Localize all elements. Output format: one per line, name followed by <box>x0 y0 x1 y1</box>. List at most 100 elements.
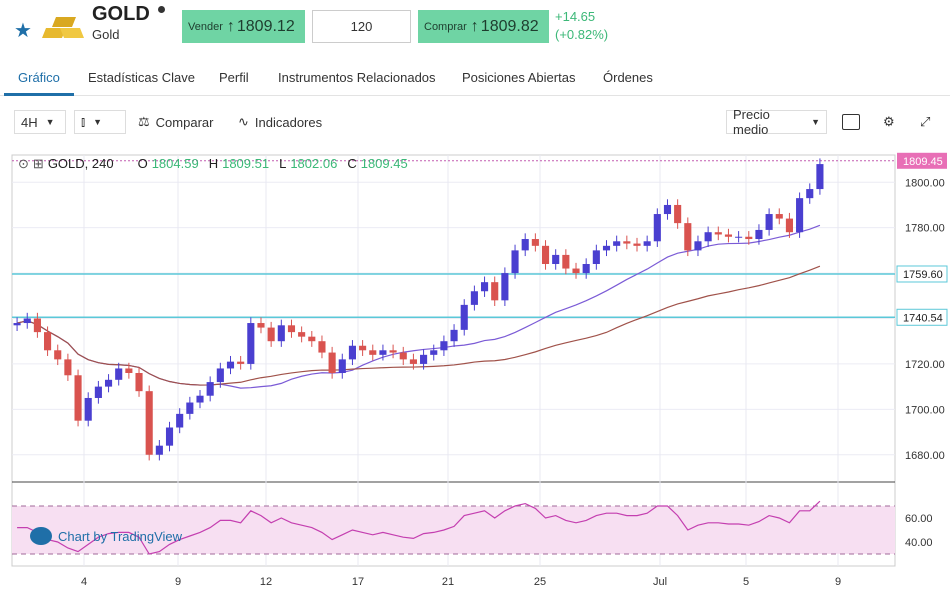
price-type-select[interactable]: Precio medio ▼ <box>726 107 827 137</box>
candle-body <box>613 241 621 246</box>
candle-body <box>765 214 773 230</box>
candle-body <box>592 250 600 264</box>
candle-body <box>663 204 672 215</box>
change-percent: (+0.82%) <box>555 27 609 42</box>
price-chart[interactable]: 1800.001780.001760.001740.001720.001700.… <box>0 145 950 594</box>
chart-type-select[interactable]: ⫾ ▼ <box>74 110 126 134</box>
tab-grafico[interactable]: Gráfico <box>18 70 60 85</box>
x-tick-label: 21 <box>442 576 454 588</box>
moving-averages <box>16 224 821 389</box>
price-level-tag <box>896 265 948 283</box>
change-value: +14.65 <box>555 9 596 24</box>
candle-body <box>155 445 163 455</box>
sell-button[interactable]: Vender ↑ 1809.12 <box>182 10 305 43</box>
candle-body <box>409 359 417 364</box>
sell-price: 1809.12 <box>236 17 295 35</box>
y-tick-label: 1800.00 <box>905 177 945 189</box>
legend-l-label: L <box>279 156 287 171</box>
watermark-text: Chart by TradingView <box>58 528 183 544</box>
x-tick-label: 9 <box>175 576 181 588</box>
tradingview-watermark[interactable]: Chart by TradingView <box>30 527 182 545</box>
candle-body <box>216 368 224 383</box>
candle-body <box>511 250 519 274</box>
candle-body <box>298 332 306 337</box>
header: ★ GOLD Gold Vender ↑ 1809.12 120 Comprar… <box>0 0 950 58</box>
screenshot-button[interactable] <box>842 110 860 134</box>
candle-body <box>176 413 184 428</box>
x-tick-label: 12 <box>260 576 272 588</box>
candle-body <box>450 329 458 342</box>
candle-body <box>541 245 550 264</box>
legend-c-label: C <box>347 156 357 171</box>
candle-body <box>440 341 448 351</box>
add-icon[interactable]: ⊞ <box>32 156 44 171</box>
candle-body <box>13 323 21 326</box>
caret-down-icon: ▼ <box>45 117 55 127</box>
candle-body <box>501 273 509 301</box>
rsi-tick-label: 60.00 <box>905 513 933 525</box>
quantity-input[interactable]: 120 <box>312 10 411 43</box>
candle-body <box>328 352 336 373</box>
candle-body <box>348 345 357 360</box>
candle-body <box>806 189 814 199</box>
fullscreen-button[interactable]: ⤢ <box>920 110 930 134</box>
price-level-label: 1740.54 <box>903 312 943 324</box>
candle-body <box>796 198 804 233</box>
tab-bar: Gráfico Estadísticas Clave Perfil Instru… <box>0 58 950 96</box>
gold-bars-icon <box>42 17 84 38</box>
candle-body <box>23 318 31 324</box>
candle-body <box>267 327 275 342</box>
cloud-icon <box>30 527 52 545</box>
candle-body <box>785 218 793 233</box>
candle-body <box>369 350 377 355</box>
y-tick-label: 1700.00 <box>905 404 945 416</box>
tab-posiciones[interactable]: Posiciones Abiertas <box>462 70 576 85</box>
candle-body <box>115 368 123 380</box>
candle-body <box>196 395 204 403</box>
candle-body <box>623 241 631 244</box>
last-price-label: 1809.45 <box>903 156 943 168</box>
status-dot <box>158 6 165 13</box>
buy-button[interactable]: Comprar ↑ 1809.82 <box>418 10 549 43</box>
x-tick-label: Jul <box>653 576 667 588</box>
tab-estadisticas[interactable]: Estadísticas Clave <box>88 70 195 85</box>
candle-body <box>562 254 570 269</box>
price-type-label: Precio medio <box>733 107 770 137</box>
slow-ma-line <box>16 265 821 386</box>
candle-body <box>816 164 824 190</box>
legend-open: 1804.59 <box>151 156 199 171</box>
candle-body <box>521 239 529 251</box>
compare-button[interactable]: ⚖ Comparar <box>138 110 213 134</box>
candle-body <box>745 236 753 240</box>
gear-icon: ⚙ <box>883 114 895 129</box>
indicators-button[interactable]: ∿ Indicadores <box>238 110 322 134</box>
y-tick-label: 1780.00 <box>905 223 945 235</box>
compare-label: Comparar <box>155 114 214 130</box>
legend-symbol: GOLD, 240 <box>47 156 114 171</box>
interval-select[interactable]: 4H ▼ <box>14 110 66 134</box>
legend-low: 1802.06 <box>290 156 338 171</box>
candle-body <box>44 332 52 351</box>
candle-body <box>94 386 102 398</box>
indicators-label: Indicadores <box>254 114 323 130</box>
candle-body <box>430 350 438 355</box>
star-icon[interactable]: ★ <box>14 20 32 42</box>
candle-body <box>480 282 489 292</box>
legend-close: 1809.45 <box>360 156 408 171</box>
candle-body <box>206 382 214 396</box>
tab-ordenes[interactable]: Órdenes <box>603 70 653 85</box>
compare-icon: ⚖ <box>138 114 150 129</box>
collapse-icon[interactable]: ⊙ <box>18 156 29 171</box>
tab-instrumentos[interactable]: Instrumentos Relacionados <box>278 70 436 85</box>
settings-button[interactable]: ⚙ <box>883 110 895 134</box>
candle-body <box>724 234 733 237</box>
candle-body <box>704 232 712 242</box>
tab-perfil[interactable]: Perfil <box>219 70 249 85</box>
price-level-tag <box>896 308 948 326</box>
buy-price: 1809.82 <box>480 17 539 35</box>
candle-body <box>318 341 326 353</box>
candle-body <box>470 291 478 305</box>
candle-body <box>674 204 682 224</box>
candle-body <box>389 350 397 353</box>
time-axis: 4 9 12 17 21 25 Jul 5 9 <box>81 576 841 588</box>
